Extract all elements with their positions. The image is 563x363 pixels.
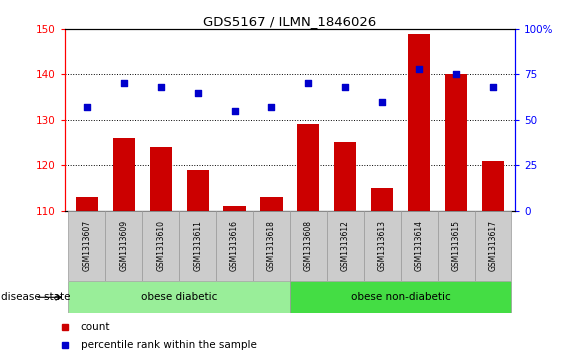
Bar <box>105 211 142 281</box>
Point <box>156 84 165 90</box>
Text: count: count <box>81 322 110 332</box>
Point <box>341 84 350 90</box>
Point <box>304 81 313 86</box>
Bar <box>216 211 253 281</box>
Bar <box>224 206 245 211</box>
Bar <box>475 211 511 281</box>
Text: obese non-diabetic: obese non-diabetic <box>351 292 450 302</box>
Point <box>378 99 387 105</box>
Point <box>230 108 239 114</box>
Bar <box>69 281 290 313</box>
Point <box>119 81 128 86</box>
Text: GSM1313615: GSM1313615 <box>452 220 461 272</box>
Bar <box>261 197 283 211</box>
Text: GSM1313616: GSM1313616 <box>230 220 239 272</box>
Bar <box>297 125 319 211</box>
Text: GSM1313611: GSM1313611 <box>193 220 202 272</box>
Text: GSM1313610: GSM1313610 <box>156 220 165 272</box>
Bar <box>290 281 511 313</box>
Bar <box>327 211 364 281</box>
Bar <box>69 211 105 281</box>
Point <box>193 90 202 95</box>
Text: GSM1313613: GSM1313613 <box>378 220 387 272</box>
Bar <box>142 211 179 281</box>
Text: GSM1313618: GSM1313618 <box>267 220 276 272</box>
Bar <box>401 211 437 281</box>
Point <box>82 104 91 110</box>
Text: GSM1313614: GSM1313614 <box>415 220 424 272</box>
Text: GSM1313609: GSM1313609 <box>119 220 128 272</box>
Point <box>489 84 498 90</box>
Point <box>267 104 276 110</box>
Bar <box>253 211 290 281</box>
Bar <box>76 197 98 211</box>
Text: GSM1313612: GSM1313612 <box>341 220 350 272</box>
Bar <box>179 211 216 281</box>
Text: percentile rank within the sample: percentile rank within the sample <box>81 340 256 350</box>
Bar <box>437 211 475 281</box>
Bar <box>290 211 327 281</box>
Text: GSM1313607: GSM1313607 <box>82 220 91 272</box>
Bar <box>150 147 172 211</box>
Bar <box>113 138 135 211</box>
Bar <box>364 211 401 281</box>
Bar <box>482 160 504 211</box>
Text: GSM1313608: GSM1313608 <box>304 220 313 272</box>
Bar <box>371 188 394 211</box>
Text: GSM1313617: GSM1313617 <box>489 220 498 272</box>
Text: disease state: disease state <box>1 292 70 302</box>
Point <box>452 72 461 77</box>
Title: GDS5167 / ILMN_1846026: GDS5167 / ILMN_1846026 <box>203 15 377 28</box>
Bar <box>408 34 430 211</box>
Text: obese diabetic: obese diabetic <box>141 292 217 302</box>
Bar <box>186 170 209 211</box>
Bar <box>445 74 467 211</box>
Point <box>415 66 424 72</box>
Bar <box>334 143 356 211</box>
